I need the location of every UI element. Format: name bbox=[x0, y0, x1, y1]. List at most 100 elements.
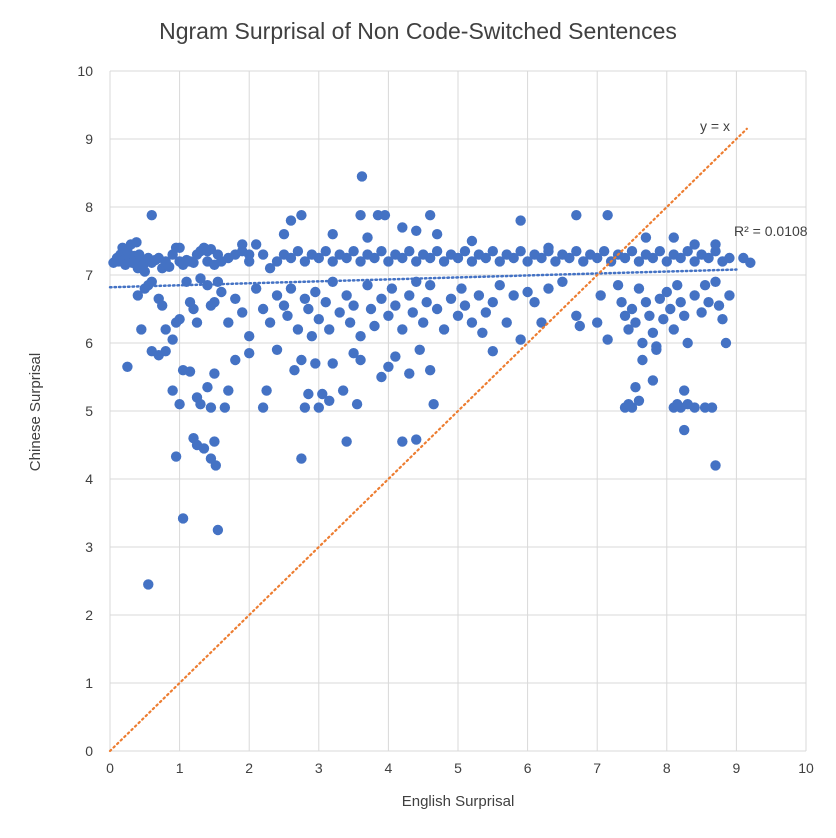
data-point bbox=[459, 300, 471, 311]
data-point bbox=[675, 297, 686, 308]
reference-line bbox=[108, 127, 748, 753]
data-point bbox=[661, 256, 672, 267]
data-point bbox=[424, 365, 436, 376]
data-point bbox=[313, 314, 324, 325]
data-point bbox=[306, 331, 318, 342]
data-point bbox=[672, 280, 683, 291]
data-point bbox=[404, 290, 415, 301]
data-point bbox=[327, 358, 338, 369]
data-point bbox=[195, 399, 206, 410]
data-point bbox=[257, 249, 269, 260]
data-point bbox=[421, 297, 432, 308]
data-point bbox=[431, 229, 443, 240]
data-point bbox=[376, 371, 387, 383]
data-point bbox=[261, 385, 272, 396]
data-point bbox=[174, 242, 185, 253]
x-tick-label: 7 bbox=[593, 760, 601, 776]
data-point bbox=[292, 324, 304, 335]
data-point bbox=[668, 232, 679, 243]
data-point bbox=[376, 246, 387, 257]
data-point bbox=[163, 261, 175, 273]
data-point bbox=[341, 252, 352, 264]
data-point bbox=[424, 280, 436, 291]
data-point bbox=[487, 297, 498, 308]
data-point bbox=[689, 402, 700, 413]
x-tick-label: 8 bbox=[663, 760, 671, 776]
data-point bbox=[348, 300, 359, 311]
data-point bbox=[703, 297, 714, 308]
data-point bbox=[574, 320, 585, 332]
data-point bbox=[623, 324, 634, 335]
data-point bbox=[303, 303, 314, 315]
data-point bbox=[640, 232, 652, 243]
data-point bbox=[445, 293, 457, 304]
data-point bbox=[296, 209, 307, 221]
data-point bbox=[633, 283, 645, 294]
data-point bbox=[452, 310, 464, 321]
data-point bbox=[212, 524, 224, 536]
data-point bbox=[167, 334, 178, 345]
data-point bbox=[536, 252, 547, 264]
data-point bbox=[146, 276, 157, 287]
data-point bbox=[313, 252, 324, 264]
data-point bbox=[592, 317, 603, 328]
data-point bbox=[626, 303, 638, 315]
data-point bbox=[414, 344, 425, 355]
data-point bbox=[198, 443, 210, 454]
data-point bbox=[181, 276, 192, 287]
data-point bbox=[647, 327, 659, 338]
data-point bbox=[369, 252, 380, 264]
data-point bbox=[501, 317, 512, 328]
data-point bbox=[508, 290, 519, 301]
y-axis-title: Chinese Surprisal bbox=[27, 353, 44, 471]
data-point bbox=[397, 436, 408, 447]
y-tick-label: 7 bbox=[85, 267, 93, 283]
y-equals-x-label: y = x bbox=[700, 118, 730, 134]
data-point bbox=[724, 252, 735, 264]
data-point bbox=[131, 237, 142, 248]
data-point bbox=[536, 317, 547, 328]
data-point bbox=[717, 314, 728, 325]
data-point bbox=[724, 290, 735, 301]
data-point bbox=[494, 256, 505, 267]
r-squared-label: R² = 0.0108 bbox=[734, 223, 808, 239]
data-point bbox=[679, 424, 690, 436]
data-point bbox=[195, 273, 206, 284]
data-point bbox=[257, 303, 269, 315]
data-point bbox=[633, 395, 645, 406]
data-point bbox=[640, 297, 652, 308]
data-point bbox=[411, 276, 422, 287]
data-point bbox=[299, 402, 311, 413]
data-point bbox=[668, 324, 679, 335]
data-point bbox=[515, 215, 526, 226]
data-point bbox=[480, 307, 492, 318]
data-point bbox=[285, 215, 297, 226]
data-point bbox=[205, 402, 217, 413]
data-point bbox=[626, 402, 638, 413]
data-point bbox=[424, 209, 436, 221]
data-point bbox=[550, 256, 561, 267]
x-axis-title: English Surprisal bbox=[402, 793, 515, 810]
data-point bbox=[237, 239, 248, 250]
data-point bbox=[571, 209, 582, 221]
y-tick-label: 10 bbox=[77, 63, 93, 79]
data-point bbox=[337, 385, 349, 396]
data-point bbox=[365, 303, 377, 315]
data-point bbox=[508, 252, 519, 264]
data-point bbox=[404, 368, 415, 379]
data-point bbox=[230, 293, 241, 304]
data-point bbox=[327, 276, 338, 287]
x-tick-label: 6 bbox=[524, 760, 532, 776]
data-point bbox=[303, 388, 314, 400]
data-point bbox=[522, 286, 533, 298]
data-point bbox=[379, 209, 391, 221]
data-point bbox=[348, 246, 359, 257]
data-point bbox=[459, 246, 471, 257]
data-point bbox=[626, 246, 638, 257]
data-point bbox=[383, 256, 394, 267]
data-point bbox=[644, 310, 655, 321]
data-point bbox=[341, 290, 352, 301]
data-point bbox=[390, 351, 401, 362]
data-point bbox=[355, 256, 366, 267]
